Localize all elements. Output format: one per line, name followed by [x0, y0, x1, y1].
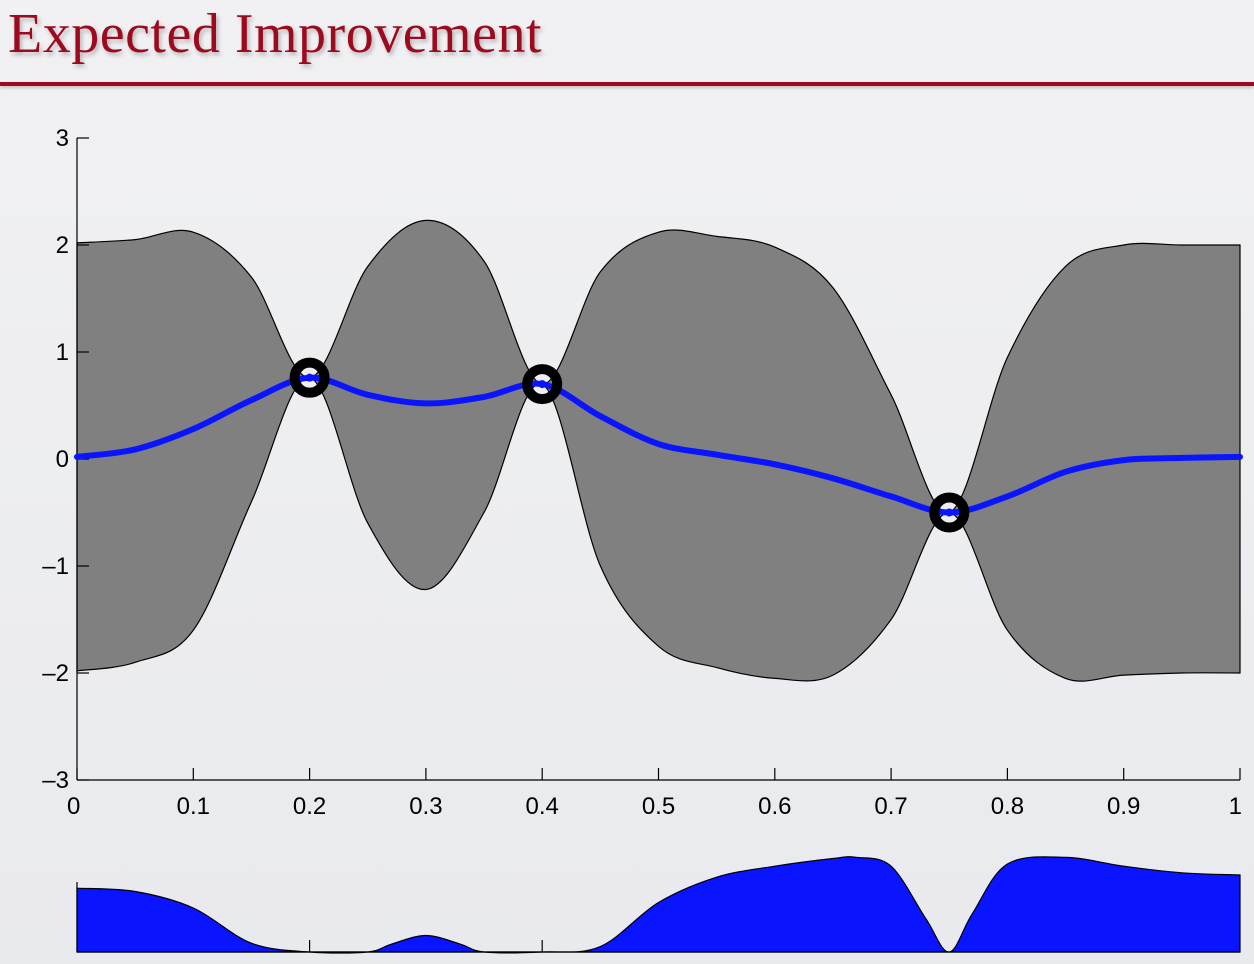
y-tick-label: –1 [42, 553, 69, 580]
x-tick-label: 0.3 [409, 793, 442, 820]
y-tick-label: –3 [42, 767, 69, 794]
x-tick-label: 1 [1229, 793, 1242, 820]
observation-center [945, 508, 954, 517]
y-tick-label: 2 [56, 232, 69, 259]
posterior-mean-line [74, 374, 1243, 516]
x-tick-label: 0.7 [874, 793, 907, 820]
title-rule [0, 82, 1254, 86]
x-tick-label: 0.6 [758, 793, 791, 820]
expected-improvement-area [76, 856, 1241, 954]
observation-point [289, 357, 330, 398]
observation-center [305, 373, 314, 382]
x-tick-label: 0.2 [293, 793, 326, 820]
y-tick-label: –2 [42, 660, 69, 687]
confidence-band [76, 219, 1241, 682]
y-tick-label: 1 [56, 339, 69, 366]
x-tick-label: 0.8 [991, 793, 1024, 820]
observation-point [929, 492, 970, 533]
expected-improvement-plot [76, 856, 1241, 954]
observation-point [522, 364, 563, 405]
x-tick-label: 0.9 [1107, 793, 1140, 820]
y-tick-label: 0 [56, 446, 69, 473]
x-tick-label: 0.1 [177, 793, 210, 820]
y-tick-label: 3 [56, 125, 69, 152]
observation-center [538, 380, 547, 389]
x-tick-label: 0 [67, 793, 80, 820]
x-tick-label: 0.4 [526, 793, 559, 820]
x-tick-label: 0.5 [642, 793, 675, 820]
slide-title: Expected Improvement [8, 3, 543, 65]
